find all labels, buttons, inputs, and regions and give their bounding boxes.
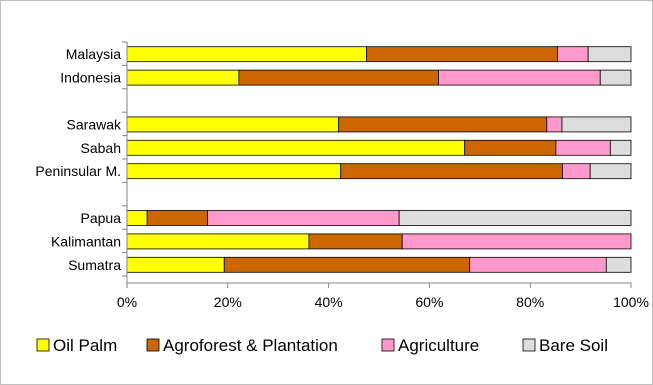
- bar-kalimantan-oil-palm: [126, 233, 310, 250]
- bar-papua-bare-soil: [398, 210, 632, 226]
- legend-swatch-oil-palm: [36, 338, 50, 352]
- bar-papua-agroforest-plantation: [146, 210, 209, 226]
- category-label-sumatra: Sumatra: [68, 257, 121, 273]
- legend-label-bare-soil: Bare Soil: [539, 336, 608, 355]
- legend-label-agroforest-plantation: Agroforest & Plantation: [163, 336, 338, 355]
- bar-sumatra-oil-palm: [126, 256, 225, 273]
- legend-swatch-agriculture: [381, 338, 395, 352]
- category-label-indonesia: Indonesia: [60, 70, 121, 86]
- bar-peninsular-m-oil-palm: [126, 163, 342, 180]
- bar-sarawak-agroforest-plantation: [338, 116, 548, 133]
- legend-label-oil-palm: Oil Palm: [53, 336, 117, 355]
- bar-malaysia-agriculture: [557, 46, 589, 63]
- bar-sabah-oil-palm: [126, 139, 466, 156]
- category-label-kalimantan: Kalimantan: [51, 233, 121, 249]
- category-labels: Malaysia Indonesia Sarawak Sabah Peninsular …: [35, 46, 122, 273]
- bar-indonesia-oil-palm: [126, 69, 240, 86]
- bar-sarawak-bare-soil: [561, 116, 632, 133]
- bar-papua-oil-palm: [126, 210, 148, 226]
- bar-sumatra-agroforest-plantation: [223, 256, 471, 273]
- bar-sumatra-bare-soil: [605, 256, 632, 273]
- category-label-sarawak: Sarawak: [67, 116, 122, 132]
- bar-malaysia-oil-palm: [126, 46, 367, 63]
- bar-peninsular-m-agroforest-plantation: [340, 163, 563, 180]
- x-tick-label-0: 0%: [117, 294, 137, 310]
- bar-indonesia-agroforest-plantation: [238, 69, 439, 86]
- bar-sabah-agriculture: [555, 139, 611, 156]
- bar-sumatra-agriculture: [469, 256, 607, 273]
- bar-sabah-agroforest-plantation: [464, 139, 557, 156]
- x-tick-label-60: 60%: [415, 294, 443, 310]
- bar-sabah-bare-soil: [609, 139, 632, 156]
- bar-papua-agriculture: [207, 210, 400, 226]
- legend-label-agriculture: Agriculture: [398, 336, 479, 355]
- bar-sarawak-agriculture: [546, 116, 563, 133]
- bar-malaysia-agroforest-plantation: [365, 46, 558, 63]
- x-tick-label-20: 20%: [214, 294, 242, 310]
- axis-layer: [122, 41, 632, 288]
- bar-peninsular-m-agriculture: [562, 163, 591, 180]
- x-tick-label-100: 100%: [613, 294, 649, 310]
- x-tick-labels: 0% 20% 40% 60% 80% 100%: [117, 294, 649, 310]
- x-tick-label-40: 40%: [315, 294, 343, 310]
- bar-peninsular-m-bare-soil: [589, 163, 632, 180]
- category-label-papua: Papua: [81, 210, 122, 226]
- legend-swatch-bare-soil: [522, 338, 536, 352]
- category-label-sabah: Sabah: [81, 140, 121, 156]
- bars-layer: [126, 46, 632, 273]
- bar-indonesia-bare-soil: [599, 69, 632, 86]
- category-label-peninsular-m: Peninsular M.: [35, 163, 121, 179]
- legend: Oil Palm Agroforest & Plantation Agricultu…: [36, 336, 608, 355]
- bar-malaysia-bare-soil: [587, 46, 632, 63]
- bar-kalimantan-agroforest-plantation: [308, 233, 403, 250]
- bar-sarawak-oil-palm: [126, 116, 340, 133]
- bar-indonesia-agriculture: [438, 69, 601, 86]
- category-label-malaysia: Malaysia: [66, 46, 121, 62]
- x-tick-label-80: 80%: [516, 294, 544, 310]
- bar-kalimantan-agriculture: [401, 233, 632, 250]
- legend-swatch-agroforest-plantation: [146, 338, 160, 352]
